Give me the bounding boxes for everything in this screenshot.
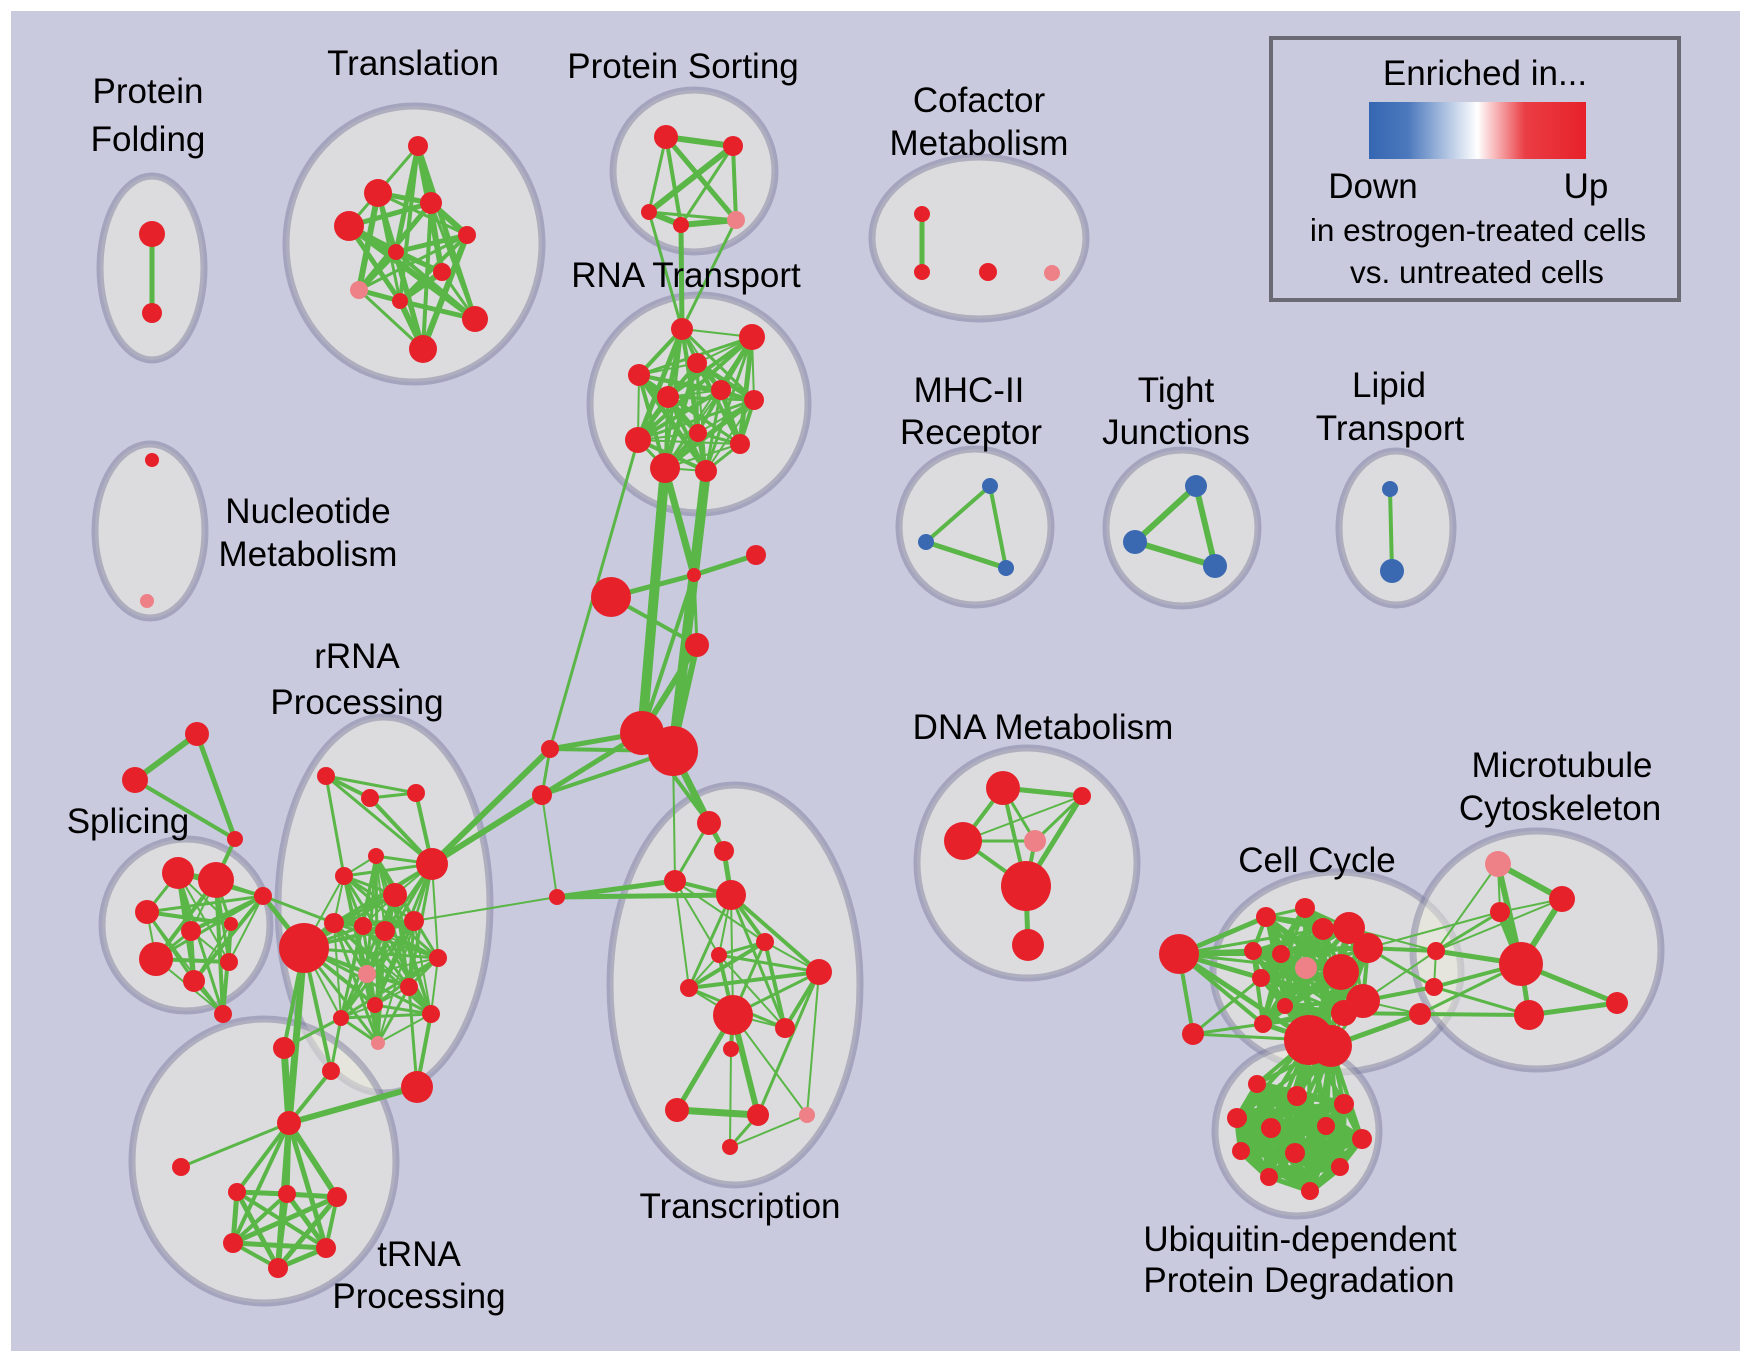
svg-text:rRNA: rRNA — [314, 637, 400, 676]
svg-text:Receptor: Receptor — [900, 413, 1042, 452]
svg-text:in estrogen-treated cells: in estrogen-treated cells — [1310, 212, 1646, 248]
svg-text:Cytoskeleton: Cytoskeleton — [1459, 789, 1661, 828]
svg-text:Protein Degradation: Protein Degradation — [1143, 1261, 1454, 1300]
svg-text:Transport: Transport — [1316, 409, 1465, 448]
svg-text:Protein: Protein — [93, 72, 204, 111]
svg-text:DNA Metabolism: DNA Metabolism — [913, 708, 1174, 747]
svg-text:tRNA: tRNA — [377, 1235, 461, 1274]
svg-text:Nucleotide: Nucleotide — [225, 492, 390, 531]
svg-text:Lipid: Lipid — [1352, 366, 1426, 405]
svg-text:RNA Transport: RNA Transport — [571, 256, 801, 295]
svg-text:Junctions: Junctions — [1102, 413, 1250, 452]
svg-text:Ubiquitin-dependent: Ubiquitin-dependent — [1143, 1220, 1457, 1259]
svg-text:Enriched in...: Enriched in... — [1383, 54, 1587, 93]
svg-text:vs. untreated cells: vs. untreated cells — [1350, 254, 1604, 290]
svg-text:Metabolism: Metabolism — [890, 124, 1069, 163]
svg-text:Down: Down — [1328, 167, 1417, 206]
svg-text:Up: Up — [1564, 167, 1609, 206]
svg-text:MHC-II: MHC-II — [914, 371, 1025, 410]
svg-text:Cell Cycle: Cell Cycle — [1238, 841, 1396, 880]
svg-text:Processing: Processing — [332, 1277, 505, 1316]
svg-text:Translation: Translation — [327, 44, 499, 83]
svg-text:Processing: Processing — [270, 683, 443, 722]
svg-text:Splicing: Splicing — [67, 802, 190, 841]
svg-text:Folding: Folding — [91, 120, 206, 159]
svg-text:Cofactor: Cofactor — [913, 81, 1046, 120]
svg-text:Transcription: Transcription — [640, 1187, 841, 1226]
svg-text:Metabolism: Metabolism — [219, 535, 398, 574]
svg-text:Microtubule: Microtubule — [1472, 746, 1653, 785]
svg-text:Tight: Tight — [1138, 371, 1215, 410]
svg-text:Protein Sorting: Protein Sorting — [567, 47, 799, 86]
